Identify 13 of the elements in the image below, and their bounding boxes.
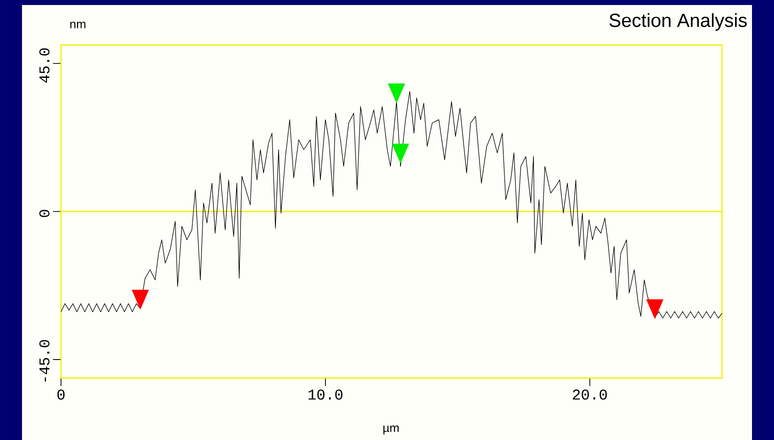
x-tick-label: 10.0 [308,390,342,400]
y-axis-title: nm [70,22,86,28]
chart-title: Section Analysis [609,13,747,31]
point [646,299,664,319]
x-axis-title: µm [383,426,399,434]
point [132,290,149,310]
y-tick-label: -45.0 [39,340,50,382]
point [392,144,410,164]
x-tick-label: 0 [57,390,65,400]
x-tick-label: 20.0 [572,390,607,400]
point [388,83,406,104]
y-tick-label: 45.0 [39,48,50,83]
y-tick-label: 0 [39,210,50,218]
